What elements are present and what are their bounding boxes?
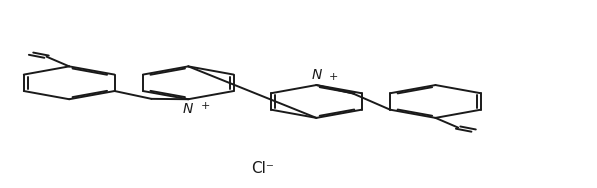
Text: +: + (201, 101, 210, 111)
Text: Cl⁻: Cl⁻ (251, 161, 274, 176)
Text: N: N (311, 68, 322, 82)
Text: N: N (183, 102, 193, 116)
Text: +: + (328, 72, 338, 82)
